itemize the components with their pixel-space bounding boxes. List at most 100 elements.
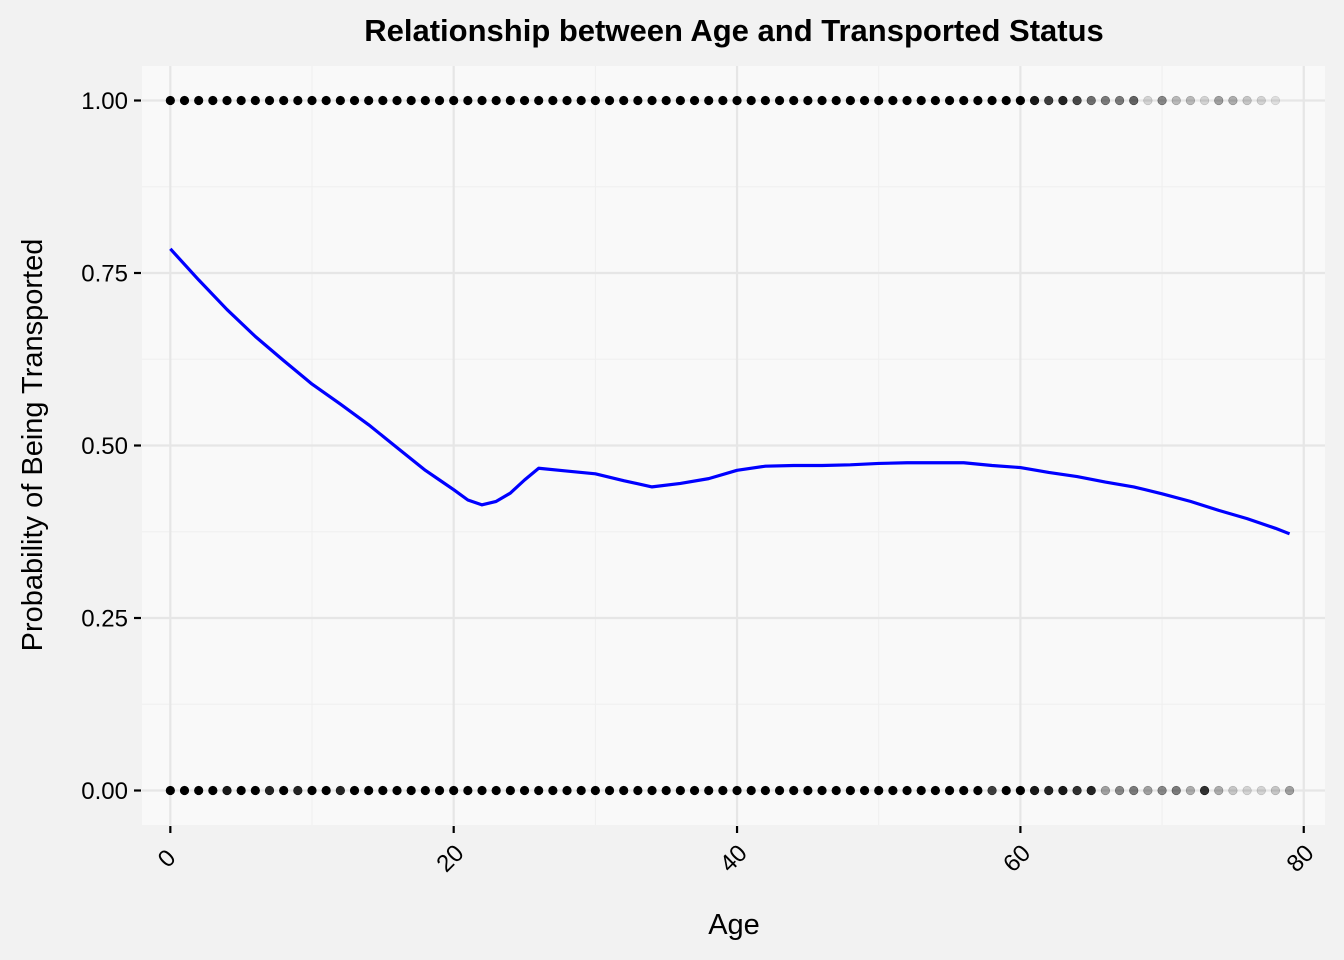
transported-point xyxy=(689,95,700,106)
transported-point xyxy=(803,95,813,106)
not-transported-point xyxy=(1114,785,1125,796)
not-transported-point xyxy=(519,785,530,796)
not-transported-point xyxy=(604,785,615,796)
not-transported-point xyxy=(165,785,175,796)
transported-point xyxy=(704,95,714,106)
transported-point xyxy=(1129,95,1139,106)
not-transported-point xyxy=(576,785,586,796)
transported-point xyxy=(208,95,218,106)
not-transported-point xyxy=(859,785,870,796)
not-transported-point xyxy=(1129,785,1139,796)
transported-point xyxy=(434,95,445,106)
y-tick-label: 0.25 xyxy=(81,606,128,633)
transported-point xyxy=(930,95,940,106)
not-transported-point xyxy=(902,785,912,796)
not-transported-point xyxy=(661,785,671,796)
transported-point xyxy=(973,95,983,106)
transported-point xyxy=(902,95,912,106)
transported-point xyxy=(420,95,430,106)
not-transported-point xyxy=(590,785,600,796)
not-transported-point xyxy=(179,785,190,796)
smoothed-probability-curve xyxy=(169,247,1291,536)
not-transported-point xyxy=(817,785,827,796)
transported-point xyxy=(944,95,955,106)
not-transported-point xyxy=(845,785,855,796)
not-transported-point xyxy=(930,785,940,796)
transported-point xyxy=(1199,95,1210,106)
transported-point xyxy=(321,95,331,106)
scatter-points xyxy=(165,95,1295,796)
transported-point xyxy=(1185,95,1196,106)
not-transported-point xyxy=(1214,785,1224,796)
transported-point xyxy=(604,95,615,106)
not-transported-point xyxy=(321,785,331,796)
not-transported-point xyxy=(307,785,317,796)
transported-point xyxy=(1242,95,1252,106)
transported-point xyxy=(760,95,770,106)
not-transported-point xyxy=(279,785,289,796)
not-transported-point xyxy=(293,785,303,796)
transported-point xyxy=(477,95,487,106)
transported-point xyxy=(619,95,629,106)
transported-point xyxy=(165,95,175,106)
transported-point xyxy=(519,95,530,106)
transported-point xyxy=(633,95,643,106)
transported-point xyxy=(590,95,600,106)
not-transported-point xyxy=(449,785,459,796)
transported-point xyxy=(250,95,260,106)
not-transported-point xyxy=(335,785,345,796)
not-transported-point xyxy=(1185,785,1196,796)
not-transported-point xyxy=(973,785,983,796)
transported-point xyxy=(1015,95,1026,106)
not-transported-point xyxy=(704,785,714,796)
transported-point xyxy=(406,95,416,106)
transported-point xyxy=(1072,95,1082,106)
transported-point xyxy=(732,95,742,106)
not-transported-point xyxy=(1015,785,1026,796)
transported-point xyxy=(987,95,997,106)
not-transported-point xyxy=(1256,785,1266,796)
not-transported-point xyxy=(1242,785,1252,796)
not-transported-point xyxy=(378,785,388,796)
transported-point xyxy=(831,95,841,106)
not-transported-point xyxy=(944,785,955,796)
transported-point xyxy=(307,95,317,106)
transported-point xyxy=(859,95,870,106)
y-axis: 0.00 0.25 0.50 0.75 1.00 xyxy=(81,88,141,805)
not-transported-point xyxy=(916,785,926,796)
not-transported-point xyxy=(619,785,629,796)
not-transported-point xyxy=(491,785,501,796)
not-transported-point xyxy=(505,785,515,796)
transported-point xyxy=(534,95,544,106)
transported-point xyxy=(1086,95,1096,106)
y-tick-label: 0.75 xyxy=(81,261,128,288)
not-transported-point xyxy=(349,785,360,796)
not-transported-point xyxy=(1001,785,1011,796)
y-tick-label: 1.00 xyxy=(81,88,128,115)
transported-point xyxy=(789,95,799,106)
not-transported-point xyxy=(194,785,204,796)
not-transported-point xyxy=(1157,785,1167,796)
transported-point xyxy=(746,95,756,106)
transported-point xyxy=(1143,95,1153,106)
transported-point xyxy=(562,95,572,106)
transported-point xyxy=(449,95,459,106)
not-transported-point xyxy=(803,785,813,796)
not-transported-point xyxy=(774,785,785,796)
transported-point xyxy=(888,95,898,106)
transported-point xyxy=(576,95,586,106)
not-transported-point xyxy=(675,785,685,796)
not-transported-point xyxy=(1171,785,1181,796)
y-axis-title: Probability of Being Transported xyxy=(17,239,49,652)
transported-point xyxy=(1001,95,1011,106)
transported-point xyxy=(378,95,388,106)
x-axis-title: Age xyxy=(708,909,760,941)
not-transported-point xyxy=(463,785,473,796)
not-transported-point xyxy=(831,785,841,796)
not-transported-point xyxy=(633,785,643,796)
transported-point xyxy=(392,95,402,106)
transported-point xyxy=(774,95,785,106)
transported-point xyxy=(1157,95,1167,106)
not-transported-point xyxy=(236,785,246,796)
